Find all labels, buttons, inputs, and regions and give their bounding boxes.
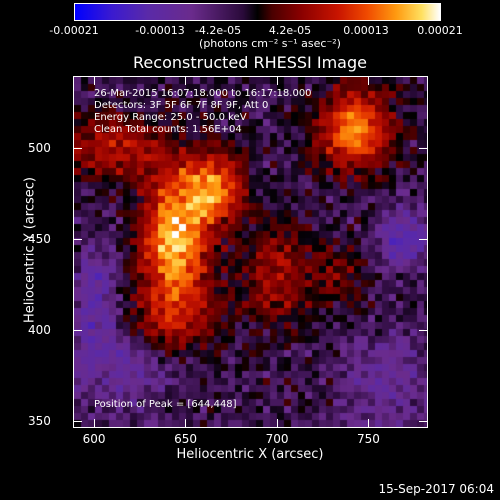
- colorbar-tick: 0.00013: [343, 24, 389, 37]
- colorbar-tick: 0.00021: [417, 24, 463, 37]
- plot-area: 26-Mar-2015 16:07:18.000 to 16:17:18.000…: [73, 76, 428, 428]
- annotation-peak: Position of Peak = [644,448]: [94, 399, 237, 410]
- annotation-time: 26-Mar-2015 16:07:18.000 to 16:17:18.000: [94, 88, 312, 99]
- colorbar-tick: 4.2e-05: [268, 24, 312, 37]
- x-tick-mark: [93, 77, 95, 85]
- x-tick-label: 700: [265, 432, 289, 446]
- footer-timestamp: 15-Sep-2017 06:04: [378, 482, 494, 496]
- y-tick-mark: [74, 147, 82, 149]
- x-axis-label: Heliocentric X (arcsec): [176, 447, 324, 462]
- y-tick-mark: [419, 147, 427, 149]
- y-axis-label: Heliocentric Y (arcsec): [22, 177, 38, 323]
- x-tick-mark: [276, 419, 278, 427]
- x-tick-mark: [276, 77, 278, 85]
- x-tick-mark: [185, 419, 187, 427]
- colorbar-tick: -4.2e-05: [194, 24, 242, 37]
- colorbar-tick: -0.00021: [49, 24, 99, 37]
- x-tick-mark: [185, 77, 187, 85]
- x-tick-label: 650: [174, 432, 198, 446]
- annotation-energy: Energy Range: 25.0 - 50.0 keV: [94, 112, 247, 123]
- y-tick-mark: [419, 329, 427, 331]
- y-tick-mark: [419, 238, 427, 240]
- y-tick-label: 350: [28, 414, 51, 428]
- y-tick-mark: [419, 421, 427, 423]
- annotation-clean: Clean Total counts: 1.56E+04: [94, 124, 242, 135]
- x-tick-label: 750: [357, 432, 380, 446]
- chart-title: Reconstructed RHESSI Image: [133, 53, 367, 72]
- colorbar-tick: -0.00013: [135, 24, 185, 37]
- x-tick-mark: [367, 419, 369, 427]
- y-tick-label: 400: [28, 323, 51, 338]
- colorbar-units: (photons cm⁻² s⁻¹ asec⁻²): [199, 37, 341, 50]
- y-tick-label: 500: [28, 141, 51, 156]
- colorbar: [74, 3, 441, 21]
- y-tick-label: 450: [28, 232, 51, 247]
- y-tick-mark: [74, 421, 82, 423]
- heatmap-image: [74, 77, 427, 427]
- annotation-detectors: Detectors: 3F 5F 6F 7F 8F 9F, Att 0: [94, 100, 269, 111]
- x-tick-mark: [367, 77, 369, 85]
- y-tick-mark: [74, 329, 82, 331]
- y-tick-mark: [74, 238, 82, 240]
- x-tick-label: 600: [82, 432, 106, 446]
- x-tick-mark: [93, 419, 95, 427]
